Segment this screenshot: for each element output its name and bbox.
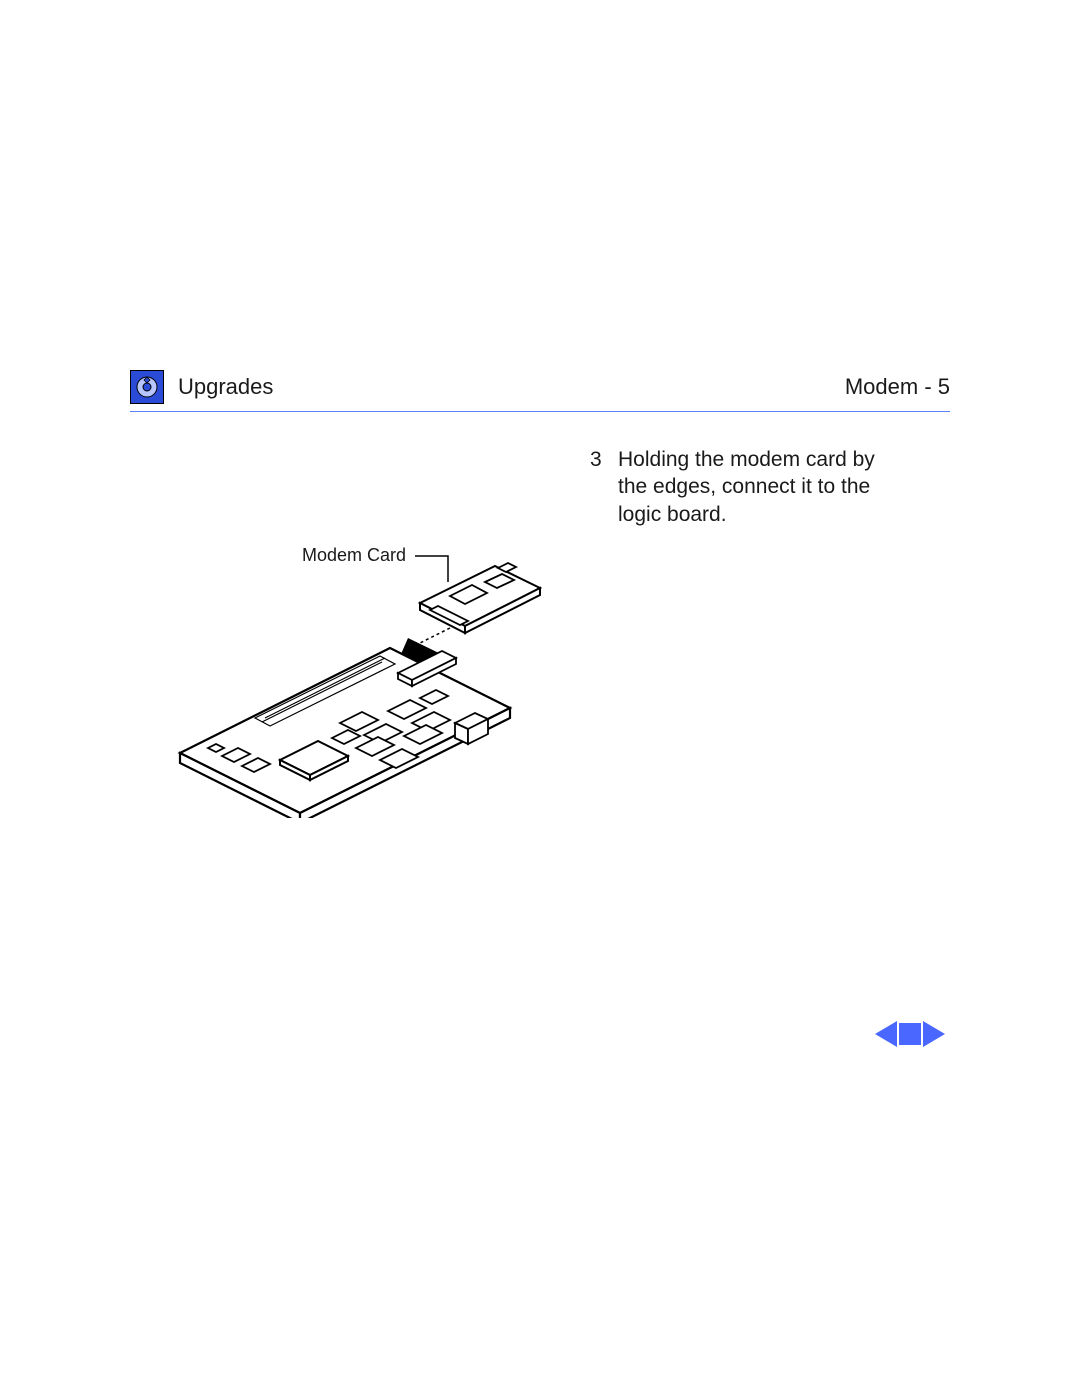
step-3: 3 Holding the modem card by the edges, c… xyxy=(590,446,950,528)
logic-board xyxy=(180,648,510,818)
section-title: Upgrades xyxy=(178,374,273,400)
next-page-button[interactable] xyxy=(923,1021,945,1047)
modem-card xyxy=(420,563,540,633)
page-label: Modem - 5 xyxy=(845,374,950,400)
section-icon xyxy=(130,370,164,404)
diagram-column: Modem Card xyxy=(130,438,560,818)
prev-page-button[interactable] xyxy=(875,1021,897,1047)
page-header: Upgrades Modem - 5 xyxy=(130,370,950,410)
nav-controls xyxy=(875,1021,945,1047)
instruction-column: 3 Holding the modem card by the edges, c… xyxy=(590,438,950,818)
header-left: Upgrades xyxy=(130,370,273,404)
step-text: Holding the modem card by the edges, con… xyxy=(618,446,878,528)
step-number: 3 xyxy=(590,446,604,528)
page-content: Upgrades Modem - 5 Modem Card xyxy=(130,370,950,818)
body-row: Modem Card xyxy=(130,438,950,818)
header-rule xyxy=(130,411,950,412)
modem-diagram xyxy=(150,538,560,818)
contents-button[interactable] xyxy=(899,1023,921,1045)
